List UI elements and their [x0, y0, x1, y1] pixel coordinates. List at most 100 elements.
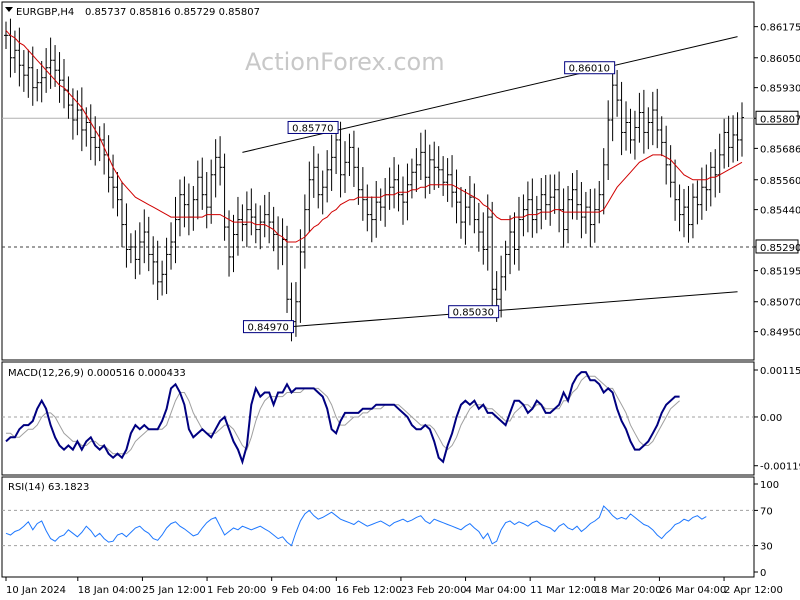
svg-text:0.85770: 0.85770 [292, 123, 333, 134]
moving-average-line [5, 30, 743, 243]
price-bar [173, 196, 178, 264]
price-bar [668, 145, 673, 198]
price-bar [432, 141, 437, 190]
price-bar [606, 100, 611, 181]
price-bar [516, 196, 521, 271]
macd-y-tick-label: 0.00 [760, 413, 782, 424]
price-bar [476, 202, 481, 252]
x-tick-label: 25 Jan 12:00 [142, 585, 205, 596]
price-bar [632, 110, 637, 160]
price-label: 0.85770 [287, 120, 339, 134]
price-bar [133, 230, 138, 280]
price-bar [713, 149, 718, 198]
price-bar [682, 188, 687, 238]
price-bar [17, 27, 22, 87]
price-bar [574, 170, 579, 220]
price-bar [601, 148, 606, 215]
price-bar [481, 212, 486, 265]
price-bar [253, 203, 258, 244]
macd-y-tick-label: 0.001152 [760, 366, 800, 377]
y-tick-label: 0.85807 [760, 114, 800, 125]
price-bar [499, 255, 504, 318]
price-bar [151, 236, 156, 285]
price-bar [624, 101, 629, 151]
price-bar [441, 156, 446, 196]
price-bar [249, 188, 254, 236]
price-bar [592, 188, 597, 243]
price-bar [75, 90, 80, 136]
svg-text:0.85030: 0.85030 [453, 308, 494, 319]
x-axis: 10 Jan 2024 18 Jan 04:00 25 Jan 12:00 1 Feb… [5, 577, 783, 596]
price-bar [731, 115, 736, 163]
price-bar [30, 46, 35, 106]
price-bar [240, 204, 245, 242]
price-bar [722, 118, 727, 169]
x-tick-label: 9 Feb 04:00 [272, 585, 331, 596]
price-bar [307, 161, 312, 233]
price-bar [508, 215, 513, 275]
y-tick-label: 0.86175 [760, 23, 800, 34]
price-bar [450, 155, 455, 208]
price-bar [673, 159, 678, 221]
price-bar [490, 201, 495, 306]
price-bar [79, 87, 84, 152]
price-bar [686, 185, 691, 243]
price-bar [597, 181, 602, 224]
symbol-label: EURGBP,H4 [16, 7, 74, 18]
price-bar [177, 179, 182, 237]
svg-text:0.84970: 0.84970 [247, 323, 288, 334]
price-bar [699, 167, 704, 220]
x-tick-label: 1 Feb 20:00 [207, 585, 266, 596]
price-bar [209, 159, 214, 224]
y-tick-label: 0.85930 [760, 84, 800, 95]
price-bar [561, 188, 566, 248]
price-bar [552, 174, 557, 214]
price-bar [316, 153, 321, 209]
price-bar [21, 50, 26, 92]
price-bar [258, 205, 263, 250]
price-bar [124, 203, 129, 268]
y-tick-label: 0.85195 [760, 267, 800, 278]
price-bar [704, 164, 709, 211]
price-bar [414, 148, 419, 192]
price-bar [119, 181, 124, 248]
price-bar [677, 184, 682, 232]
price-bar [392, 157, 397, 209]
price-bar [102, 123, 107, 175]
y-tick-label: 0.85440 [760, 206, 800, 217]
price-bar [360, 167, 365, 221]
price-bar [169, 222, 174, 270]
price-bar [400, 176, 405, 225]
price-bar [218, 136, 223, 186]
price-bar [347, 133, 352, 177]
price-bar [740, 102, 744, 157]
price-bar [343, 141, 348, 193]
svg-text:0.86010: 0.86010 [569, 64, 610, 75]
y-tick-label: 0.86050 [760, 54, 800, 65]
price-bar [525, 181, 530, 233]
price-bar [142, 209, 147, 264]
price-bar [128, 233, 133, 264]
price-bar [365, 184, 370, 232]
price-bar [467, 176, 472, 226]
price-bar [637, 92, 642, 143]
price-tag [755, 239, 799, 254]
price-bar [329, 134, 334, 191]
y-tick-label: 0.84950 [760, 328, 800, 339]
price-bar [267, 191, 272, 244]
macd-layer: 0.001152 0.00 -0.001196 [2, 366, 800, 473]
price-bar [351, 130, 356, 187]
rsi-y-tick-label: 100 [760, 480, 779, 491]
rsi-y-tick-label: 30 [760, 542, 773, 553]
price-bar [115, 172, 120, 217]
price-bar [374, 181, 379, 238]
dropdown-triangle-icon[interactable] [5, 7, 13, 12]
price-bar [512, 212, 517, 265]
price-bar [445, 158, 450, 202]
watermark: ActionForex.com [245, 48, 445, 76]
price-bar [588, 188, 593, 248]
macd-title: MACD(12,26,9) 0.000516 0.000433 [8, 368, 186, 379]
price-bar [4, 21, 8, 50]
y-tick-label: 0.85560 [760, 176, 800, 187]
price-bar [93, 116, 98, 166]
